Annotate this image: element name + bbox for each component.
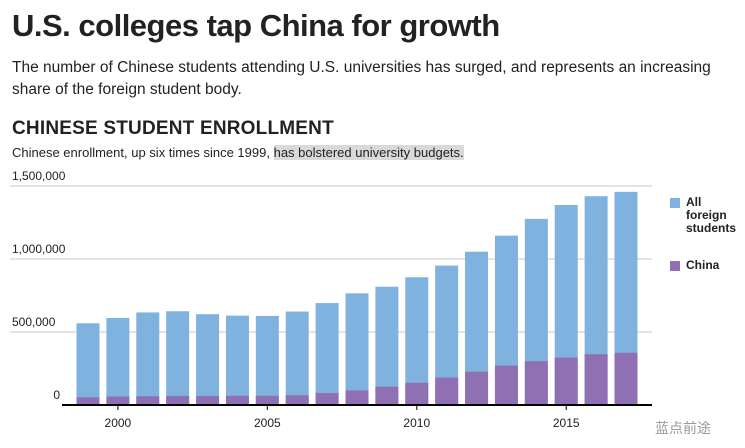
bar-china <box>525 361 548 405</box>
bar-all-foreign <box>196 314 219 405</box>
bar-all-foreign <box>136 312 159 405</box>
bar-china <box>316 393 339 405</box>
bar-all-foreign <box>256 316 279 405</box>
bar-all-foreign <box>286 312 309 405</box>
legend-item-all: All foreign students <box>670 196 744 235</box>
bar-china <box>226 396 249 405</box>
legend-label-china: China <box>686 259 744 272</box>
y-tick-label: 500,000 <box>12 315 56 329</box>
bar-china <box>346 390 369 405</box>
bar-all-foreign <box>166 311 189 405</box>
bar-china <box>286 395 309 405</box>
x-tick-label: 2000 <box>105 416 132 430</box>
legend-label-all: All foreign students <box>686 196 744 235</box>
bar-china <box>196 396 219 405</box>
bar-all-foreign <box>226 316 249 405</box>
bar-all-foreign <box>346 293 369 405</box>
bar-china <box>166 396 189 405</box>
bar-all-foreign <box>77 323 100 405</box>
bar-china <box>256 396 279 405</box>
bar-china <box>615 353 638 405</box>
x-tick-label: 2005 <box>254 416 281 430</box>
y-tick-label: 0 <box>53 388 60 402</box>
bar-china <box>136 396 159 405</box>
legend-swatch-all <box>670 198 680 208</box>
bar-china <box>585 354 608 405</box>
y-tick-label: 1,500,000 <box>12 169 66 183</box>
bar-china <box>375 387 398 405</box>
legend-swatch-china <box>670 261 680 271</box>
bar-all-foreign <box>106 318 129 405</box>
bar-china <box>555 358 578 405</box>
bar-china <box>435 378 458 405</box>
bar-china <box>77 397 100 405</box>
bar-china <box>405 383 428 405</box>
x-tick-label: 2010 <box>403 416 430 430</box>
bar-china <box>106 397 129 405</box>
bar-china <box>495 366 518 405</box>
x-tick-label: 2015 <box>553 416 580 430</box>
bar-china <box>465 372 488 405</box>
legend-item-china: China <box>670 259 744 272</box>
y-tick-label: 1,000,000 <box>12 242 66 256</box>
bar-all-foreign <box>316 303 339 405</box>
watermark: 蓝点前途 <box>655 418 711 438</box>
